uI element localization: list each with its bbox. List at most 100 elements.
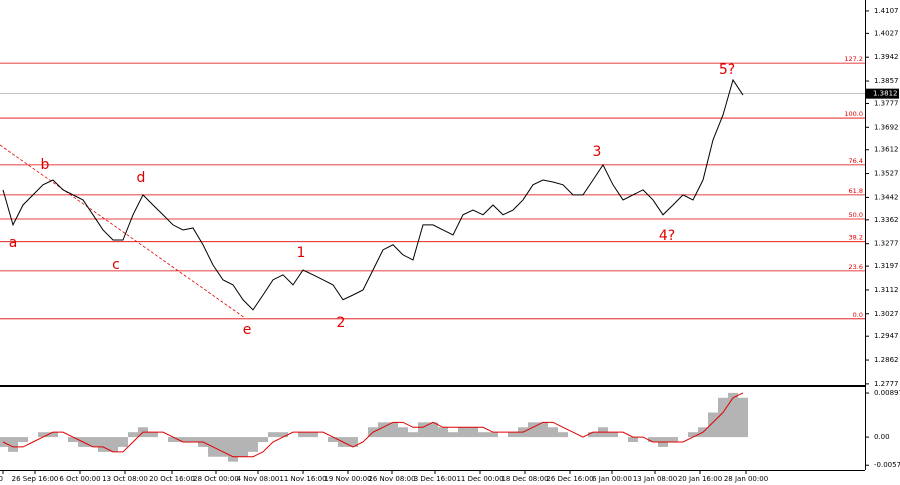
histogram-bar bbox=[438, 427, 448, 438]
histogram-bar bbox=[648, 437, 658, 443]
histogram-bar bbox=[468, 427, 478, 438]
histogram-bar bbox=[148, 432, 158, 438]
wave-label: d bbox=[137, 170, 146, 186]
y-tick-label: 1.3777 bbox=[874, 99, 899, 107]
y-tick-label: -0.00573 bbox=[874, 461, 900, 469]
histogram-bar bbox=[688, 432, 698, 438]
y-tick-label: 1.2777 bbox=[874, 380, 899, 388]
y-tick-label: 1.3527 bbox=[874, 170, 899, 178]
fib-label: 23.6 bbox=[849, 263, 863, 271]
x-tick-label: 4 Nov 08:00 bbox=[237, 475, 280, 483]
histogram-bar bbox=[108, 437, 118, 452]
x-tick-label: 26 Nov 08:00 bbox=[368, 475, 415, 483]
histogram-bar bbox=[548, 427, 558, 438]
y-tick-label: 1.3442 bbox=[874, 193, 899, 201]
y-tick-label: 1.4027 bbox=[874, 29, 899, 37]
current-price-box bbox=[866, 88, 899, 99]
x-tick-label: 11 Dec 00:00 bbox=[456, 475, 503, 483]
histogram-bar bbox=[728, 392, 738, 438]
histogram-bar bbox=[348, 437, 358, 447]
y-tick-label: 1.2862 bbox=[874, 356, 899, 364]
histogram-bar bbox=[538, 422, 548, 438]
fib-label: 50.0 bbox=[849, 211, 863, 219]
x-tick-label: 20 Jan 16:00 bbox=[678, 475, 722, 483]
histogram-bar bbox=[708, 412, 718, 438]
histogram-bar bbox=[228, 437, 238, 462]
histogram-bar bbox=[628, 437, 638, 443]
histogram-bar bbox=[478, 432, 488, 438]
signal-line bbox=[2, 392, 744, 458]
histogram-bar bbox=[488, 432, 498, 438]
histogram-bar bbox=[408, 432, 418, 438]
histogram-bar bbox=[308, 432, 318, 438]
fib-label: 76.4 bbox=[849, 157, 863, 165]
y-tick-label: 1.3942 bbox=[874, 53, 899, 61]
x-tick-label: 6 Oct 00:00 bbox=[59, 475, 100, 483]
histogram-bar bbox=[178, 437, 188, 443]
histogram-bar bbox=[68, 437, 78, 443]
y-tick-label: 1.2947 bbox=[874, 332, 899, 340]
fib-label: 100.0 bbox=[844, 110, 863, 118]
wave-label: b bbox=[41, 157, 50, 173]
x-tick-label: 13 Oct 08:00 bbox=[102, 475, 148, 483]
histogram-bar bbox=[168, 437, 178, 443]
y-tick-label: 1.3857 bbox=[874, 77, 899, 85]
x-tick-label: 6 Jan 00:00 bbox=[592, 475, 632, 483]
x-tick-label: 8:00 bbox=[0, 475, 3, 483]
histogram-bar bbox=[588, 432, 598, 438]
histogram-bar bbox=[418, 422, 428, 438]
wave-label: 4? bbox=[659, 228, 675, 244]
histogram-bar bbox=[558, 432, 568, 438]
y-tick-label: 1.3612 bbox=[874, 146, 899, 154]
wave-label: 2 bbox=[337, 315, 346, 331]
y-tick-label: 1.3112 bbox=[874, 286, 899, 294]
y-tick-label: 0.00897 bbox=[874, 389, 900, 397]
y-tick-label: 1.3362 bbox=[874, 216, 899, 224]
y-tick-label: 1.3027 bbox=[874, 310, 899, 318]
x-tick-label: 19 Nov 00:00 bbox=[324, 475, 371, 483]
histogram-bar bbox=[188, 437, 198, 443]
histogram-bar bbox=[668, 437, 678, 443]
x-tick-label: 26 Dec 16:00 bbox=[546, 475, 593, 483]
fib-label: 0.0 bbox=[853, 311, 863, 319]
wave-label: c bbox=[112, 257, 120, 273]
wave-label: a bbox=[9, 235, 18, 251]
fib-label: 127.2 bbox=[844, 55, 863, 63]
histogram-bar bbox=[48, 432, 58, 438]
histogram-bar bbox=[8, 437, 18, 452]
x-tick-label: 20 Oct 16:00 bbox=[149, 475, 195, 483]
x-tick-label: 11 Nov 16:00 bbox=[279, 475, 326, 483]
histogram-bar bbox=[388, 422, 398, 438]
histogram-bar bbox=[88, 437, 98, 447]
histogram-bar bbox=[238, 437, 248, 457]
y-tick-label: 1.3277 bbox=[874, 240, 899, 248]
histogram-bar bbox=[128, 432, 138, 438]
histogram-bar bbox=[248, 437, 258, 452]
x-tick-label: 26 Sep 16:00 bbox=[12, 475, 59, 483]
histogram-bar bbox=[258, 437, 268, 443]
histogram-bar bbox=[448, 432, 458, 438]
histogram-bar bbox=[738, 397, 748, 438]
y-tick-label: 0.00 bbox=[874, 433, 890, 441]
histogram-bar bbox=[98, 437, 108, 452]
x-tick-label: 28 Oct 00:00 bbox=[193, 475, 239, 483]
y-tick-label: 1.3692 bbox=[874, 123, 899, 131]
histogram-bar bbox=[608, 432, 618, 438]
x-tick-label: 13 Jan 08:00 bbox=[633, 475, 677, 483]
histogram-bar bbox=[18, 437, 28, 443]
histogram-bar bbox=[278, 432, 288, 438]
wave-label: 3 bbox=[593, 144, 602, 160]
histogram-bar bbox=[528, 422, 538, 438]
histogram-bar bbox=[268, 432, 278, 438]
wave-label: 5? bbox=[719, 62, 735, 78]
histogram-bar bbox=[118, 437, 128, 447]
histogram-bar bbox=[218, 437, 228, 457]
histogram-bar bbox=[398, 427, 408, 438]
histogram-bar bbox=[378, 422, 388, 438]
histogram-bar bbox=[508, 432, 518, 438]
wave-label: e bbox=[243, 322, 252, 338]
histogram-bar bbox=[38, 432, 48, 438]
wave-label: 1 bbox=[297, 245, 306, 261]
histogram-bar bbox=[458, 427, 468, 438]
